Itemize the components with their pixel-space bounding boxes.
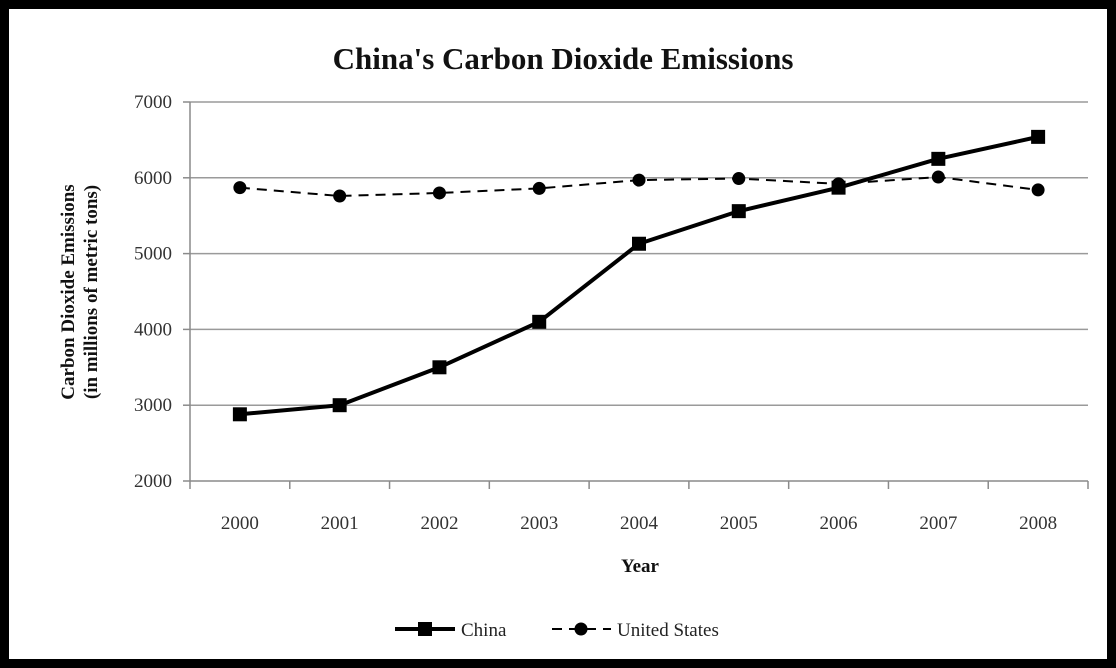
data-point-united-states-2003	[532, 181, 546, 195]
data-point-china-2003	[532, 314, 547, 329]
data-point-united-states-2008	[1031, 183, 1045, 197]
x-tick-label-2008: 2008	[1019, 513, 1057, 534]
y-axis-title-line-2: (in millions of metric tons)	[81, 185, 102, 399]
data-point-united-states-2004	[632, 173, 646, 187]
x-tick-label-2004: 2004	[620, 513, 659, 534]
chart-title: China's Carbon Dioxide Emissions	[333, 41, 794, 76]
data-point-china-2005	[731, 204, 746, 219]
data-point-china-2002	[432, 360, 447, 375]
y-tick-label-7000: 7000	[134, 92, 172, 113]
x-tick-label-2002: 2002	[420, 513, 458, 534]
legend-china-marker	[418, 622, 432, 636]
grid-lines	[183, 101, 1089, 489]
y-tick-label-2000: 2000	[134, 471, 172, 492]
data-point-united-states-2002	[432, 186, 446, 200]
legend-united-states-marker	[574, 622, 588, 636]
y-tick-label-5000: 5000	[134, 244, 172, 265]
legend-united-states-label: United States	[617, 620, 719, 641]
x-tick-label-2007: 2007	[919, 513, 957, 534]
data-point-china-2001	[332, 398, 347, 413]
y-tick-label-3000: 3000	[134, 395, 172, 416]
y-tick-label-6000: 6000	[134, 168, 172, 189]
y-axis-tick-labels: 2000 3000 4000 5000 6000 7000	[134, 92, 172, 492]
legend-item-china: China	[395, 620, 507, 641]
y-axis-title-line-1: Carbon Dioxide Emissions	[58, 184, 79, 399]
x-tick-label-2001: 2001	[321, 513, 359, 534]
x-tick-label-2000: 2000	[221, 513, 259, 534]
legend-item-united-states: United States	[552, 620, 719, 641]
data-point-china-2000	[232, 407, 247, 422]
data-point-china-2008	[1031, 129, 1046, 144]
legend: China United States	[395, 620, 719, 641]
data-point-china-2004	[632, 236, 646, 251]
x-tick-label-2003: 2003	[520, 513, 558, 534]
data-point-united-states-2007	[931, 170, 945, 184]
x-axis-tick-labels: 2000 2001 2002 2003 2004 2005 2006 2007 2008	[221, 513, 1057, 534]
data-point-united-states-2000	[233, 181, 247, 195]
data-point-united-states-2005	[732, 172, 746, 186]
data-point-china-2007	[931, 151, 946, 166]
y-axis-title: Carbon Dioxide Emissions (in millions of…	[58, 184, 102, 399]
data-point-united-states-2006	[832, 177, 846, 191]
x-tick-label-2005: 2005	[720, 513, 758, 534]
x-axis-title: Year	[621, 556, 660, 577]
chart-series	[232, 129, 1046, 422]
x-tick-label-2006: 2006	[820, 513, 858, 534]
y-tick-label-4000: 4000	[134, 319, 172, 340]
legend-china-label: China	[461, 620, 507, 641]
data-point-united-states-2001	[333, 189, 347, 203]
